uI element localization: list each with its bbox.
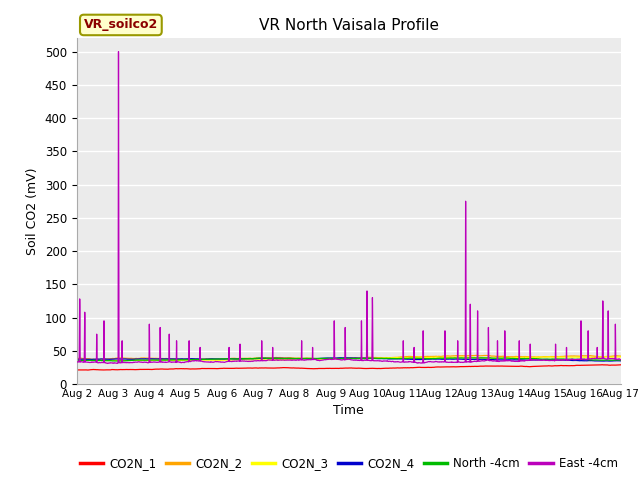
X-axis label: Time: Time — [333, 405, 364, 418]
Y-axis label: Soil CO2 (mV): Soil CO2 (mV) — [26, 168, 39, 255]
Text: VR_soilco2: VR_soilco2 — [84, 18, 158, 32]
Title: VR North Vaisala Profile: VR North Vaisala Profile — [259, 18, 439, 33]
Legend: CO2N_1, CO2N_2, CO2N_3, CO2N_4, North -4cm, East -4cm: CO2N_1, CO2N_2, CO2N_3, CO2N_4, North -4… — [75, 452, 623, 475]
